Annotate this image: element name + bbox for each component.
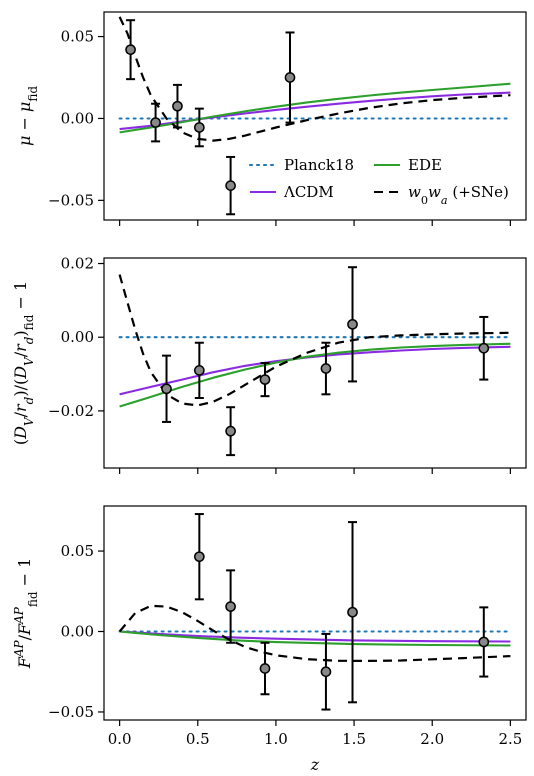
panel-fap: 0.05 0.00 −0.05 0.0 0.5 1.0 1.5 2.0 2.5 FAP/FAPfi… [12,505,527,774]
data-point [161,354,172,423]
data-marker [320,666,332,678]
series-ede-line [119,82,511,134]
series-w0wa-line [118,16,511,142]
data-point [172,83,183,129]
y-tick-label: −0.02 [48,402,94,420]
series-group [118,604,512,662]
x-axis-label: z [310,755,320,774]
x-tick-label: 2.5 [498,730,522,748]
y-axis-label: FAP/FAPfid − 1 [12,558,40,670]
y-tick-label: 0.05 [61,542,94,560]
data-point [259,362,271,398]
data-point [150,102,161,143]
data-marker [347,606,358,618]
x-tick-label: 1.0 [264,730,288,748]
data-marker [150,117,161,128]
series-w0wa-line [118,604,511,662]
x-tick-label: 1.5 [342,730,366,748]
legend-label-w0wa: w0wa (+SNe) [408,183,509,207]
data-marker [284,72,296,83]
data-point [284,31,296,124]
series-ede-line [119,630,511,647]
data-marker [478,342,490,354]
series-group [118,16,512,142]
data-point [320,341,332,396]
data-marker [478,636,490,648]
data-point [478,606,490,678]
data-point [225,155,236,216]
y-axis-label: μ − μfid [15,86,40,146]
data-point [478,315,490,381]
plot-frame [103,11,527,221]
legend-label-lcdm: ΛCDM [283,183,334,201]
plot-frame [103,257,527,469]
data-point [347,521,358,704]
y-tick-label: −0.05 [48,191,94,209]
data-point [193,341,205,399]
data-marker [225,425,236,437]
data-marker [193,551,205,563]
legend-label-ede: EDE [408,156,442,174]
data-point [225,569,236,644]
data-point [193,513,205,601]
y-tick-label: 0.00 [61,328,94,346]
legend: Planck18 EDE ΛCDM w0wa (+SNe) [248,156,509,207]
plot-frame [103,505,527,721]
y-tick-label: 0.02 [61,255,94,273]
data-marker [125,44,136,56]
data-point [193,107,205,148]
series-w0wa-line [118,274,511,407]
y-tick-label: −0.05 [48,703,94,721]
series-ede-line [119,342,511,408]
legend-label-planck: Planck18 [284,156,354,174]
data-marker [172,100,183,112]
data-marker [259,663,271,674]
y-tick-label: 0.05 [61,28,94,46]
panel-mu: 0.05 0.00 −0.05 μ − μfid Planck18 EDE ΛCDM w0wa… [15,11,527,226]
data-marker [259,374,271,385]
series-group [118,274,512,408]
panel-dv: 0.02 0.00 −0.02 (DV/rd)/(DV/rd)fid − 1 [11,255,527,474]
data-point [225,406,236,457]
data-point [259,641,271,696]
y-axis-label: (DV/rd)/(DV/rd)fid − 1 [11,281,36,445]
data-marker [320,363,332,374]
data-marker [193,365,205,376]
data-marker [347,318,358,330]
data-marker [225,601,236,612]
data-point [125,19,136,81]
data-marker [161,383,172,395]
data-point [347,266,358,383]
y-tick-label: 0.00 [61,109,94,127]
x-tick-label: 0.5 [186,730,210,748]
series-lcdm-line [119,630,511,643]
data-marker [193,122,205,133]
x-tick-label: 2.0 [420,730,444,748]
data-marker [225,180,236,191]
x-tick-label: 0.0 [108,730,132,748]
y-tick-label: 0.00 [61,623,94,641]
data-point [320,632,332,711]
